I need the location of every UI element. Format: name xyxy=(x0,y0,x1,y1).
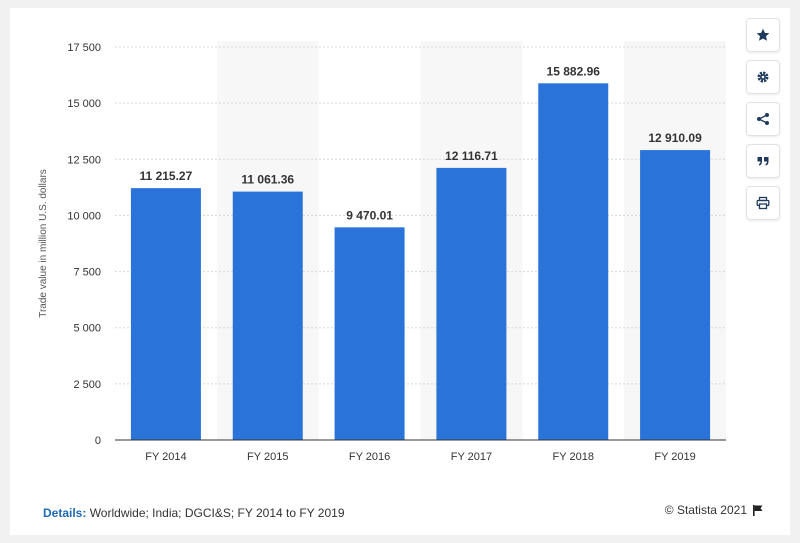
y-tick-label: 10 000 xyxy=(67,210,101,222)
y-tick-labels: 0 2 500 5 000 7 500 10 000 12 500 15 000 17 500 xyxy=(67,42,101,447)
gear-icon xyxy=(757,71,769,83)
details-text: Worldwide; India; DGCI&S; FY 2014 to FY … xyxy=(86,506,345,520)
chart-card: 11 215.27 11 061.36 9 470.01 12 116.71 15 88… xyxy=(10,8,790,535)
favorite-button[interactable] xyxy=(746,18,780,52)
data-label: 12 910.09 xyxy=(648,131,702,145)
bar[interactable] xyxy=(436,167,507,440)
x-tick-label: FY 2014 xyxy=(145,451,186,463)
bar[interactable] xyxy=(538,83,609,441)
x-tick-label: FY 2015 xyxy=(247,451,288,463)
quote-icon xyxy=(757,157,769,166)
star-icon xyxy=(756,28,770,41)
y-tick-label: 12 500 xyxy=(67,154,101,166)
share-icon xyxy=(757,113,769,125)
y-tick-label: 2 500 xyxy=(73,379,101,391)
statista-credit[interactable]: © Statista 2021 xyxy=(664,503,747,517)
x-tick-label: FY 2016 xyxy=(349,451,390,463)
data-label: 11 061.36 xyxy=(241,173,294,187)
x-tick-label: FY 2019 xyxy=(654,451,695,463)
print-button[interactable] xyxy=(746,186,780,220)
y-tick-label: 0 xyxy=(95,435,101,447)
share-button[interactable] xyxy=(746,102,780,136)
data-label: 12 116.71 xyxy=(445,149,498,163)
bar[interactable] xyxy=(334,227,405,440)
x-tick-label: FY 2018 xyxy=(553,451,594,463)
x-tick-labels: FY 2014 FY 2015 FY 2016 FY 2017 FY 2018 FY 20… xyxy=(145,451,696,463)
bars xyxy=(130,83,711,441)
credit-line: © Statista 2021 xyxy=(665,503,764,517)
details-label[interactable]: Details: xyxy=(43,506,87,520)
y-tick-label: 7 500 xyxy=(73,267,101,279)
cite-button[interactable] xyxy=(746,144,780,178)
data-label: 9 470.01 xyxy=(346,208,393,222)
x-tick-label: FY 2017 xyxy=(451,451,492,463)
side-toolbar xyxy=(746,18,782,228)
bar-chart: 11 215.27 11 061.36 9 470.01 12 116.71 15 88… xyxy=(38,41,726,463)
data-labels: 11 215.27 11 061.36 9 470.01 12 116.71 15 88… xyxy=(140,64,703,222)
y-axis-label: Trade value in million U.S. dollars xyxy=(38,169,49,318)
gridlines xyxy=(115,46,726,385)
y-tick-label: 5 000 xyxy=(73,323,101,335)
flag-icon[interactable] xyxy=(752,504,764,516)
bar[interactable] xyxy=(232,191,303,440)
details-line: Details: Worldwide; India; DGCI&S; FY 20… xyxy=(43,506,345,520)
data-label: 15 882.96 xyxy=(547,64,601,78)
y-tick-label: 15 000 xyxy=(67,98,101,110)
bar[interactable] xyxy=(640,150,711,440)
data-label: 11 215.27 xyxy=(140,169,193,183)
bar[interactable] xyxy=(130,188,201,440)
y-tick-label: 17 500 xyxy=(67,42,101,54)
settings-button[interactable] xyxy=(746,60,780,94)
print-icon xyxy=(756,196,770,210)
